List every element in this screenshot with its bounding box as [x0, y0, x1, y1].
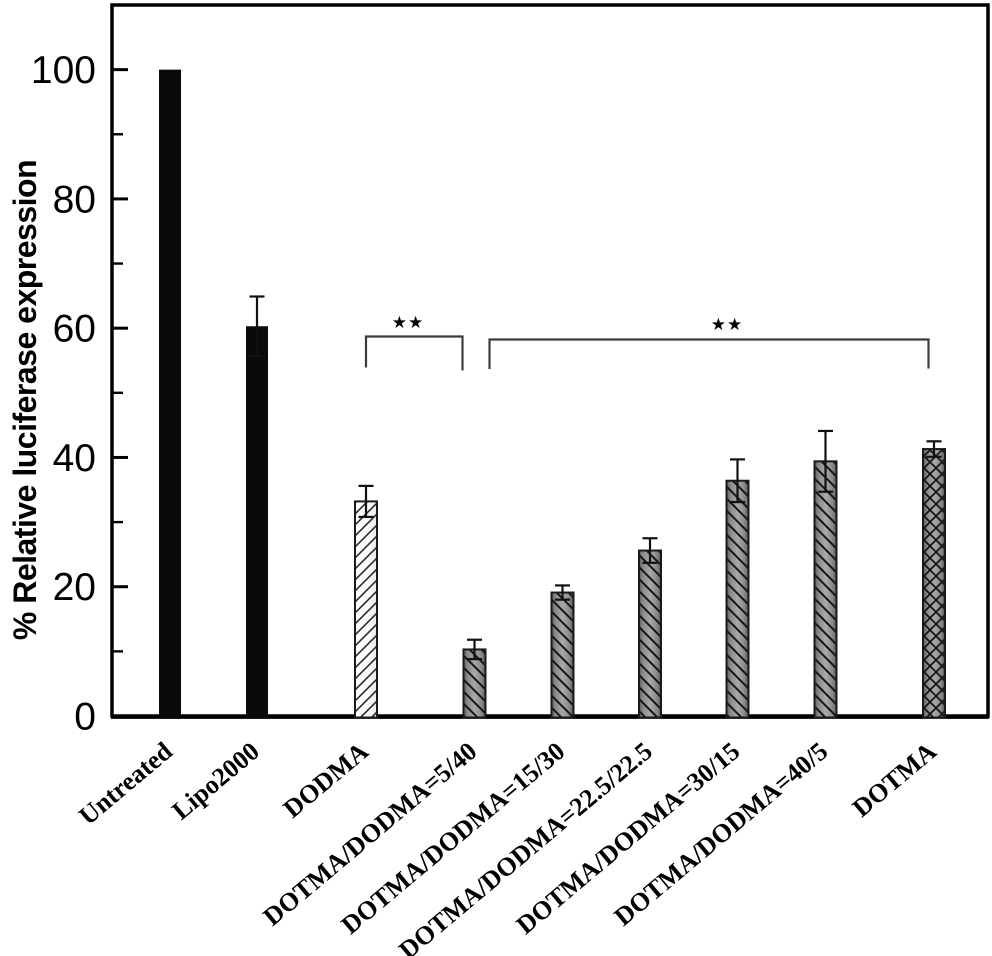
y-tick-label: 20 [53, 566, 96, 609]
significance-bracket-1 [364, 335, 464, 371]
y-tick-label: 60 [53, 308, 96, 351]
significance-bracket-2 [488, 338, 930, 369]
y-tick-label: 100 [31, 49, 96, 92]
bar-hatch-dotma-dodma-40-5 [814, 461, 837, 718]
significance-stars-2: ★★ [711, 315, 743, 335]
bar-hatch-dotma-dodma-15-30 [551, 592, 574, 718]
x-category-label-dotma: DOTMA [847, 736, 942, 822]
bar-hatch-dotma-dodma-30-15 [726, 480, 749, 718]
plot-area: 0 20 40 60 80 100 % Relative luciferase expres… [7, 3, 990, 956]
x-category-label-untreated: Untreated [73, 736, 178, 831]
bar-hatch-dotma [923, 449, 945, 718]
y-tick-label: 0 [74, 696, 96, 739]
bar-hatch-dotma-dodma-22-5-22-5 [639, 550, 661, 718]
y-tick-label: 40 [53, 437, 96, 480]
x-category-label-dodma: DODMA [278, 736, 374, 823]
bar-hatch-dodma [355, 501, 377, 718]
bar-hatch-dotma-dodma-5-40 [463, 649, 486, 718]
y-axis-title: % Relative luciferase expression [7, 160, 43, 640]
x-category-label-lipo2000: Lipo2000 [167, 736, 265, 825]
significance-stars-1: ★★ [392, 313, 424, 333]
y-tick-label: 80 [53, 178, 96, 221]
bar-untreated [159, 69, 181, 718]
plot-border [110, 3, 990, 718]
bar-lipo2000 [246, 326, 268, 718]
